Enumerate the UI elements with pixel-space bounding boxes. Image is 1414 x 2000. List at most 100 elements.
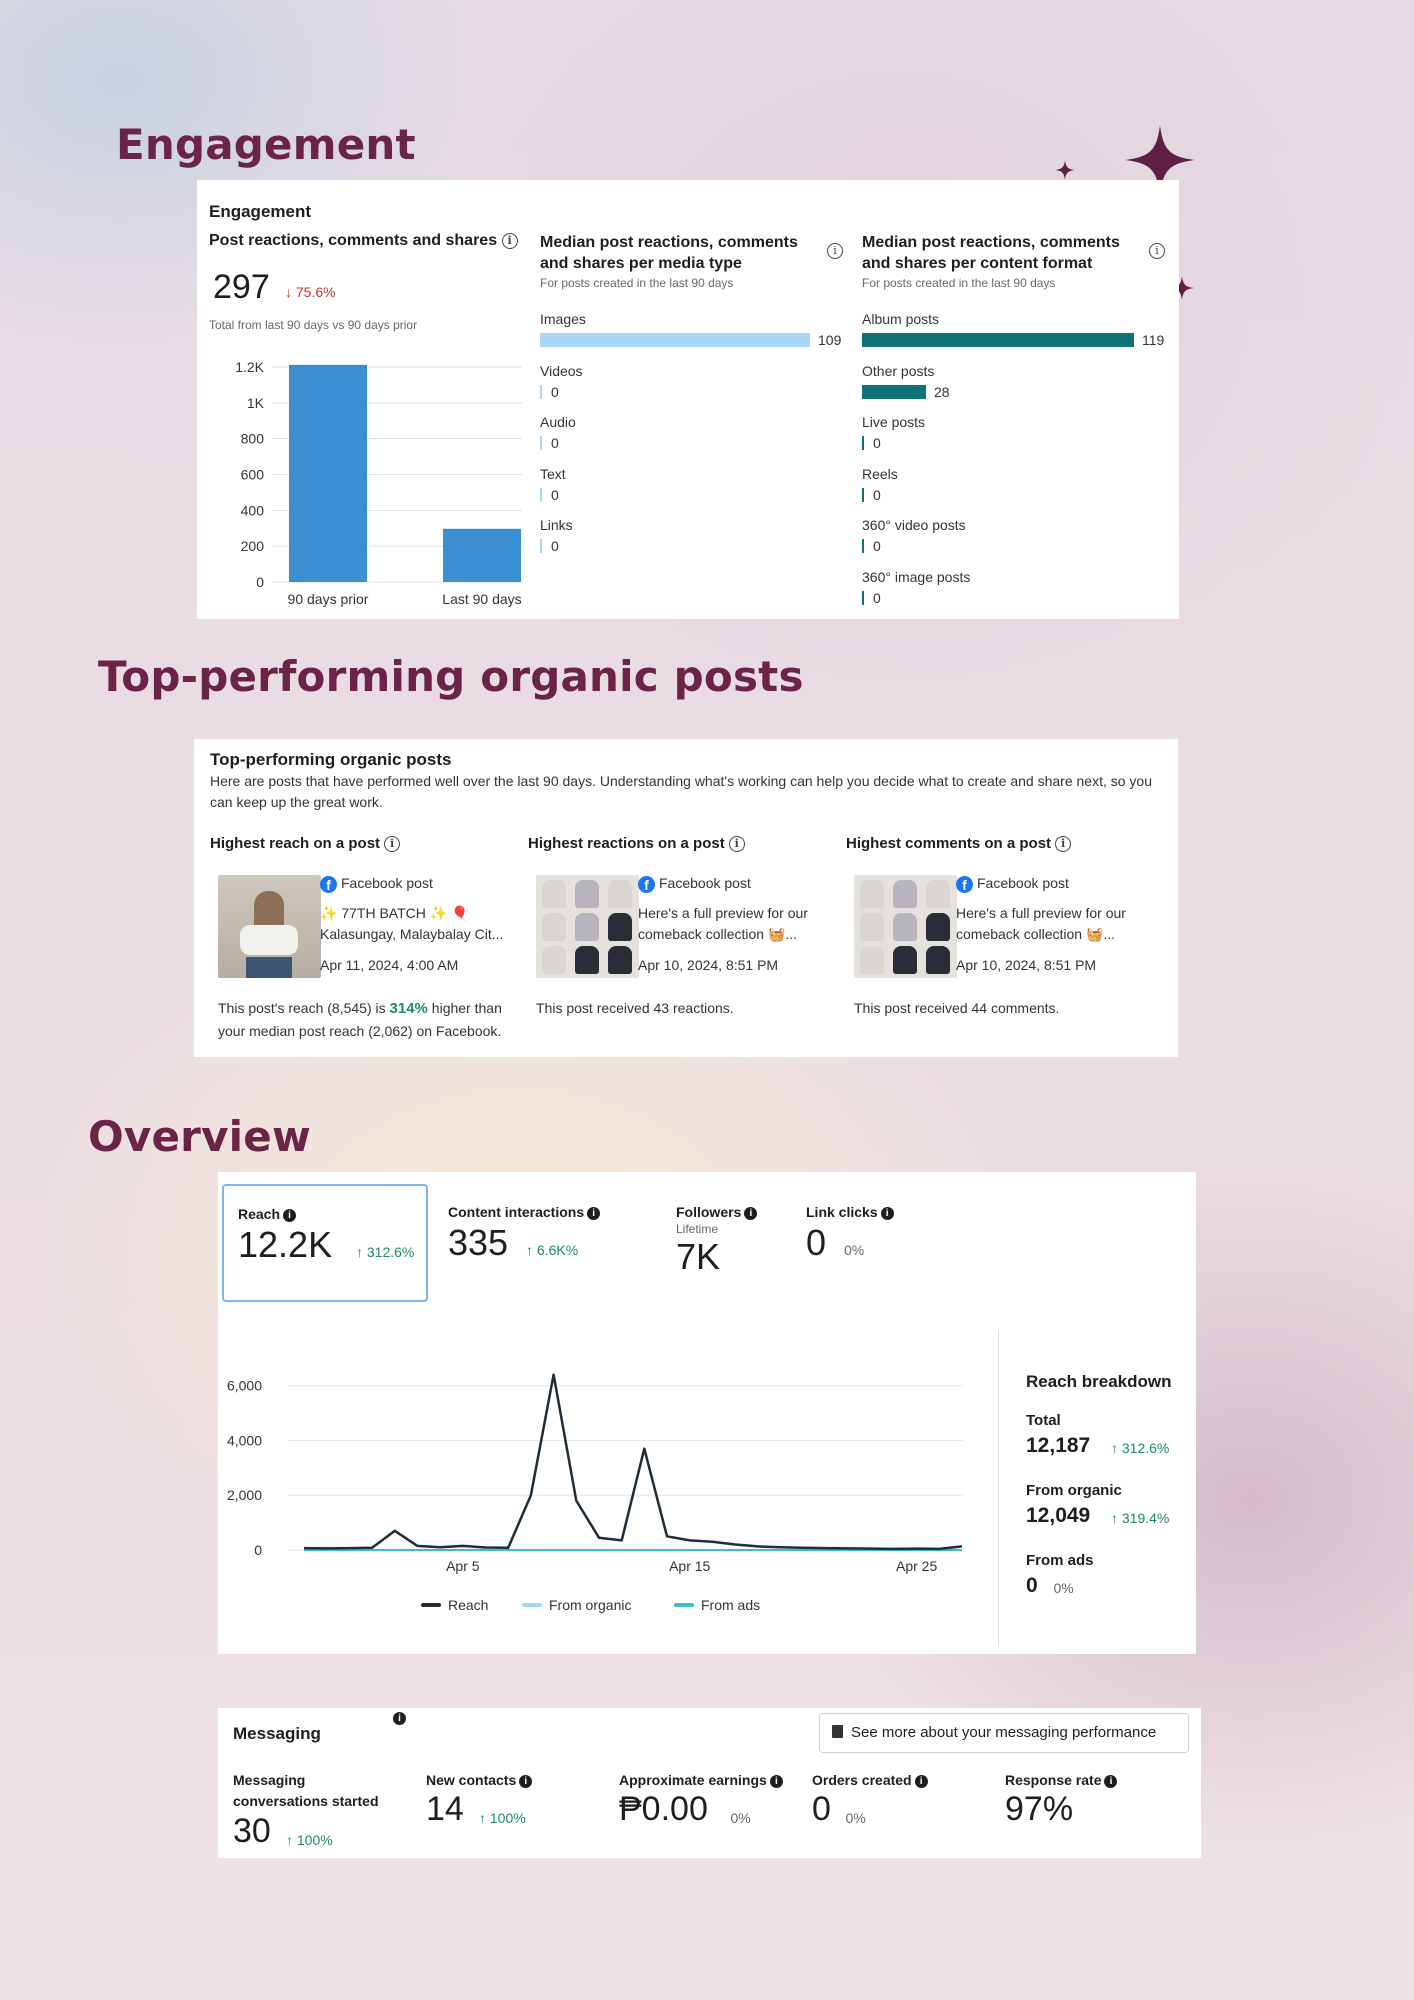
overview-tab-content-interactions[interactable]: Content interactions i 335 ↑ 6.6K% bbox=[436, 1184, 636, 1302]
y-tick-label: 0 bbox=[256, 574, 264, 590]
garment-tile bbox=[893, 880, 917, 908]
post-footer-highlight: 314% bbox=[389, 1000, 428, 1017]
messaging-metric-value: 0 bbox=[812, 1790, 831, 1828]
series-line-reach bbox=[303, 1373, 963, 1551]
messaging-metric-label-text: New contacts bbox=[426, 1772, 517, 1788]
garment-tile bbox=[608, 946, 632, 974]
hbar-label: 360° image posts bbox=[862, 569, 971, 585]
overview-tab-label: Followers i bbox=[676, 1204, 758, 1220]
overview-tab-value: 335 bbox=[448, 1222, 509, 1263]
messaging-metric-value: 14 bbox=[426, 1790, 464, 1828]
hbar-fill bbox=[862, 591, 864, 605]
hbar-value: 0 bbox=[873, 590, 881, 606]
info-icon[interactable]: i bbox=[744, 1206, 758, 1220]
x-tick-label: Apr 15 bbox=[669, 1558, 710, 1574]
hbar-label: Live posts bbox=[862, 414, 926, 431]
post-footer-text: This post received 44 comments. bbox=[854, 1000, 1060, 1016]
hbar-value: 0 bbox=[551, 383, 559, 400]
legend-label: From ads bbox=[701, 1597, 760, 1613]
info-icon[interactable]: i bbox=[1104, 1774, 1118, 1788]
info-icon[interactable]: i bbox=[384, 836, 401, 853]
messaging-card: Messaging See more about your messaging … bbox=[218, 1708, 1201, 1858]
info-icon[interactable]: i bbox=[1055, 836, 1072, 853]
reactions-value: 297 bbox=[213, 268, 270, 306]
info-icon[interactable]: i bbox=[728, 836, 745, 853]
y-tick-label: 200 bbox=[241, 538, 265, 554]
garment-tile bbox=[542, 913, 566, 941]
messaging-metric-change: ↑ 100% bbox=[479, 1810, 526, 1826]
top-posts-description: Here are posts that have performed well … bbox=[210, 773, 1152, 810]
breakdown-label: Total bbox=[1026, 1412, 1061, 1429]
overview-tab-label: Link clicks i bbox=[806, 1204, 894, 1220]
messaging-metric-label: New contacts i bbox=[426, 1770, 616, 1791]
post-column-heading-text: Highest reactions on a post bbox=[528, 835, 725, 852]
reach-line-chart: 0 2,000 4,000 6,000 Apr 5 Apr 15 Apr 25 Reach Fr… bbox=[227, 1373, 963, 1613]
breakdown-divider bbox=[998, 1330, 999, 1646]
garment-tile bbox=[542, 880, 566, 908]
post-column-heading-text: Highest comments on a post bbox=[846, 835, 1052, 852]
garment-tile bbox=[893, 913, 917, 941]
hbar-label: Videos bbox=[540, 362, 583, 379]
overview-tab-label-text: Link clicks bbox=[806, 1204, 878, 1220]
top-posts-card-title: Top-performing organic posts bbox=[210, 750, 452, 769]
overview-tab-reach[interactable]: Reach i 12.2K ↑ 312.6% bbox=[222, 1184, 428, 1302]
post-footer-text: This post received 43 reactions. bbox=[536, 1000, 734, 1016]
messaging-metric-value: ₱0.00 bbox=[619, 1790, 708, 1828]
garment-tile bbox=[860, 946, 884, 974]
y-tick-label: 1.2K bbox=[235, 359, 264, 375]
hbar-value: 0 bbox=[873, 538, 881, 555]
mannequin-shape bbox=[254, 891, 284, 931]
series-line-from-organic bbox=[303, 1373, 963, 1550]
info-icon[interactable]: i bbox=[587, 1206, 601, 1220]
hbar-fill bbox=[540, 487, 542, 502]
messaging-metric-label-text: Orders created bbox=[812, 1772, 912, 1788]
post-type: f Facebook post bbox=[320, 875, 433, 893]
info-icon[interactable]: i bbox=[519, 1774, 533, 1788]
post-date: Apr 10, 2024, 8:51 PM bbox=[638, 957, 779, 973]
info-icon[interactable]: i bbox=[880, 1206, 894, 1220]
info-icon[interactable]: i bbox=[914, 1774, 928, 1788]
reactions-title-text: Post reactions, comments and shares bbox=[209, 232, 498, 249]
overview-tab-label-text: Followers bbox=[676, 1204, 742, 1220]
overview-tab-link-clicks[interactable]: Link clicks i 0 0% bbox=[794, 1184, 994, 1302]
info-icon[interactable]: i bbox=[769, 1774, 783, 1788]
post-thumbnail[interactable] bbox=[536, 875, 639, 978]
breakdown-value: 0 bbox=[1026, 1574, 1038, 1597]
info-icon[interactable]: i bbox=[827, 243, 843, 259]
hbar-track: 0 bbox=[862, 435, 1162, 451]
messaging-metric-label-text: Response rate bbox=[1005, 1772, 1102, 1788]
post-preview-line: Here's a full preview for our bbox=[956, 905, 1126, 921]
hbar-row: Other posts 28 bbox=[862, 362, 1162, 400]
x-tick-label: 90 days prior bbox=[288, 591, 369, 607]
hbar-fill bbox=[540, 384, 542, 399]
overview-tab-followers[interactable]: Followers i Lifetime 7K bbox=[664, 1184, 864, 1302]
messaging-metric-change: ↑ 100% bbox=[286, 1832, 333, 1848]
post-thumbnail[interactable] bbox=[854, 875, 957, 978]
breakdown-change: ↑ 312.6% bbox=[1111, 1440, 1170, 1456]
breakdown-label: From ads bbox=[1026, 1552, 1094, 1569]
info-icon[interactable]: i bbox=[501, 232, 518, 249]
breakdown-change: ↑ 319.4% bbox=[1111, 1510, 1170, 1526]
messaging-metric-change: 0% bbox=[845, 1810, 866, 1826]
media-type-bars: Images 109 Videos 0 Audio 0 Text 0 Links 0 bbox=[540, 311, 841, 611]
overview-tab-change: ↑ 312.6% bbox=[356, 1244, 415, 1260]
x-tick-label: Apr 25 bbox=[896, 1558, 937, 1574]
hbar-track: 0 bbox=[862, 590, 1162, 606]
info-icon[interactable]: i bbox=[393, 1712, 406, 1725]
y-tick-label: 800 bbox=[241, 431, 265, 447]
content-format-bars: Album posts 119 Other posts 28 Live posts 0 Re… bbox=[862, 311, 1164, 611]
engagement-card-title: Engagement bbox=[209, 202, 312, 221]
garment-tile bbox=[542, 946, 566, 974]
post-type-label: Facebook post bbox=[977, 875, 1069, 891]
info-icon[interactable]: i bbox=[1149, 243, 1165, 259]
info-icon[interactable]: i bbox=[283, 1208, 297, 1222]
hbar-row: Album posts 119 bbox=[862, 311, 1164, 348]
post-thumbnail[interactable] bbox=[218, 875, 321, 978]
content-format-title: Median post reactions, comments and shar… bbox=[862, 232, 1152, 274]
reactions-caption: Total from last 90 days vs 90 days prior bbox=[209, 318, 418, 332]
top-posts-section-title: Top-performing organic posts bbox=[98, 652, 804, 701]
messaging-link-button[interactable]: See more about your messaging performanc… bbox=[819, 1713, 1189, 1753]
hbar-label: Other posts bbox=[862, 362, 935, 379]
top-posts-card: Top-performing organic posts Here are po… bbox=[194, 739, 1178, 1057]
y-tick-label: 4,000 bbox=[227, 1432, 262, 1448]
